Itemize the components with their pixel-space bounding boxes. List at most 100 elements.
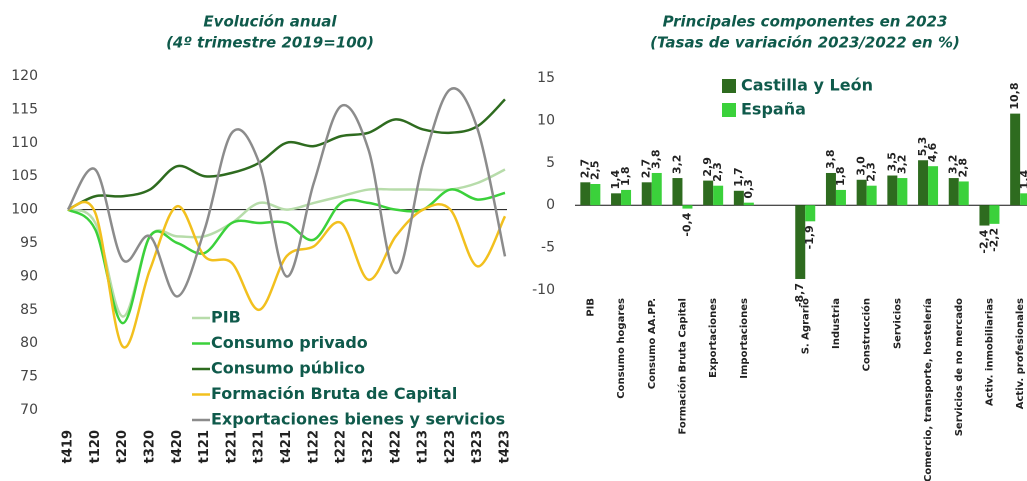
y-tick-label: 75 — [20, 369, 38, 385]
y-tick-label: 100 — [11, 202, 38, 218]
category-label: Servicios — [892, 298, 903, 349]
value-label: 0,3 — [742, 179, 755, 199]
chart-title: Principales componentes en 2023 — [663, 13, 948, 31]
value-label: 3,5 — [885, 152, 898, 172]
bar — [682, 205, 693, 209]
y-tick-label: 10 — [537, 112, 555, 128]
category-label: Consumo hogares — [616, 298, 627, 399]
x-tick-label: t321 — [252, 430, 267, 463]
bar — [651, 172, 662, 206]
legend-label: PIB — [211, 308, 241, 327]
bar — [866, 185, 877, 206]
category-label: Activ. inmobiliarias — [984, 298, 995, 406]
value-label: -0,4 — [680, 212, 693, 236]
value-label: 4,6 — [926, 142, 939, 162]
x-tick-label: t220 — [115, 430, 130, 463]
legend-label: Castilla y León — [741, 76, 873, 95]
value-label: 1,4 — [609, 169, 622, 189]
x-tick-label: t423 — [498, 430, 513, 463]
value-label: -8,7 — [793, 283, 806, 307]
series-line — [67, 200, 507, 349]
x-tick-label: t222 — [334, 430, 349, 463]
series-line — [67, 98, 506, 211]
x-tick-label: t421 — [279, 430, 294, 463]
bar — [621, 189, 632, 206]
value-label: 2,9 — [701, 157, 714, 177]
y-tick-label: 80 — [20, 335, 38, 351]
bar — [958, 181, 969, 206]
value-label: 2,7 — [640, 159, 653, 179]
value-label: 2,5 — [588, 161, 601, 181]
y-tick-label: 0 — [546, 197, 555, 213]
value-label: 2,3 — [711, 162, 724, 182]
category-label: Comercio, transporte, hostelería — [922, 298, 934, 481]
bar — [979, 205, 990, 226]
legend-label: Consumo público — [211, 359, 365, 378]
x-tick-label: t223 — [443, 430, 458, 463]
bar — [743, 202, 754, 206]
x-tick-label: t123 — [416, 430, 431, 463]
value-label: 2,7 — [578, 159, 591, 179]
bar — [733, 190, 744, 206]
bar — [948, 178, 959, 206]
series-line — [66, 87, 507, 298]
value-label: 3,2 — [947, 155, 960, 175]
y-tick-label: 105 — [11, 168, 38, 184]
x-tick-label: t419 — [61, 430, 76, 463]
legend-swatch — [722, 79, 736, 93]
value-label: 5,3 — [916, 137, 929, 157]
x-tick-label: t323 — [470, 430, 485, 463]
legend-label: Consumo privado — [211, 333, 368, 352]
x-tick-label: t121 — [197, 430, 212, 463]
legend-label: España — [741, 100, 806, 119]
category-label: S. Agrario — [800, 298, 811, 354]
value-label: 3,8 — [824, 149, 837, 169]
value-label: 2,3 — [865, 162, 878, 182]
value-label: 1,8 — [619, 166, 632, 186]
chart-title: Evolución anual — [203, 13, 337, 31]
x-tick-label: t322 — [361, 430, 376, 463]
value-label: 3,2 — [895, 155, 908, 175]
bar — [897, 178, 908, 206]
bar — [1010, 113, 1021, 206]
y-tick-label: 110 — [11, 135, 38, 151]
bar — [580, 182, 591, 206]
value-label: 3,0 — [855, 156, 868, 176]
value-label: 1,7 — [732, 167, 745, 187]
value-label: 3,8 — [650, 149, 663, 169]
value-label: -2,4 — [977, 229, 990, 253]
y-tick-label: 85 — [20, 302, 38, 318]
x-tick-label: t221 — [224, 430, 239, 463]
y-tick-label: 15 — [537, 70, 555, 86]
x-tick-label: t120 — [88, 430, 103, 463]
y-tick-label: 95 — [20, 235, 38, 251]
value-label: -2,2 — [987, 228, 1000, 252]
x-tick-label: t420 — [170, 430, 185, 463]
bar — [672, 178, 683, 206]
y-tick-label: 5 — [546, 155, 555, 171]
value-label: 3,2 — [670, 155, 683, 175]
y-tick-label: 120 — [11, 68, 38, 84]
value-label: 10,8 — [1008, 82, 1021, 109]
bar — [918, 160, 929, 206]
value-label: -1,9 — [803, 225, 816, 249]
bar — [887, 175, 898, 206]
legend-swatch — [722, 103, 736, 117]
category-label: Consumo AA.PP. — [647, 298, 658, 389]
legend-label: Exportaciones bienes y servicios — [211, 410, 505, 429]
bar — [989, 205, 1000, 224]
value-label: 2,8 — [957, 158, 970, 178]
value-label: 1,4 — [1018, 169, 1027, 189]
bar — [611, 193, 622, 206]
category-label: Exportaciones — [708, 298, 719, 378]
y-tick-label: 115 — [11, 101, 38, 117]
bar — [703, 180, 714, 206]
y-tick-label: -5 — [541, 240, 555, 256]
bar — [835, 189, 846, 206]
chart-subtitle: (Tasas de variación 2023/2022 en %) — [650, 34, 960, 52]
y-tick-label: 70 — [20, 402, 38, 418]
chart-subtitle: (4º trimestre 2019=100) — [166, 34, 374, 52]
category-label: Construcción — [861, 298, 873, 371]
y-tick-label: -10 — [532, 282, 555, 298]
